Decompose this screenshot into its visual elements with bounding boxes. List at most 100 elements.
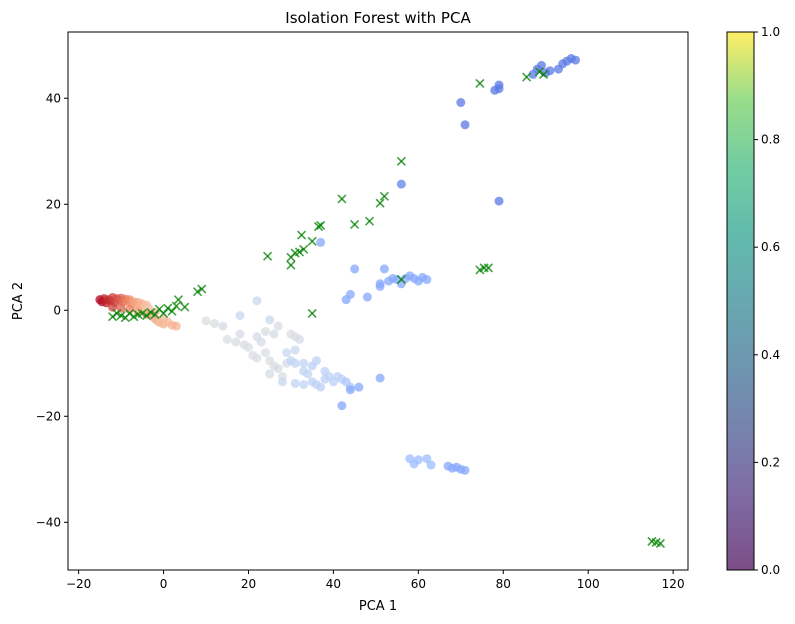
anomaly-point (286, 260, 296, 270)
points-layer (95, 54, 665, 549)
colorbar-tick-label: 0.6 (761, 240, 780, 254)
colorbar-tick-label: 1.0 (761, 25, 780, 39)
anomaly-point (299, 244, 309, 254)
inlier-point (379, 264, 389, 274)
anomaly-point (483, 263, 493, 273)
inlier-point (354, 382, 364, 392)
inlier-point (273, 321, 283, 331)
anomaly-point (192, 287, 203, 297)
anomaly-point (655, 538, 665, 549)
inlier-point (303, 369, 313, 379)
anomaly-point (375, 198, 385, 208)
plot-frame (67, 31, 689, 571)
inlier-point (375, 279, 385, 289)
inlier-point (282, 348, 292, 358)
inlier-point (362, 292, 372, 302)
inlier-point (252, 296, 262, 306)
inlier-point (218, 321, 228, 331)
anomaly-point (396, 156, 406, 166)
x-axis-label: PCA 1 (359, 599, 397, 614)
inlier-point (277, 377, 287, 387)
inlier-point (494, 84, 504, 94)
anomaly-point (350, 219, 360, 229)
y-tick-label: −40 (36, 515, 61, 529)
inlier-point (375, 373, 385, 383)
anomaly-point (522, 72, 532, 82)
inlier-point (316, 237, 326, 247)
y-tick-label: 20 (46, 197, 61, 211)
colorbar-tick-label: 0.4 (761, 348, 780, 362)
x-tick-label: 60 (411, 577, 426, 591)
anomaly-point (396, 274, 406, 285)
anomaly-point (263, 251, 273, 261)
inlier-point (570, 55, 580, 65)
anomaly-point (337, 194, 347, 204)
anomaly-point (475, 78, 485, 88)
inlier-point (260, 348, 270, 358)
inlier-point (422, 275, 432, 285)
inlier-point (210, 319, 220, 329)
plot-area (67, 31, 689, 571)
inlier-point (422, 454, 432, 464)
x-tick-label: 80 (496, 577, 511, 591)
colorbar-frame (726, 31, 755, 571)
anomaly-point (316, 220, 326, 231)
anomaly-point (296, 230, 307, 240)
inlier-point (460, 120, 470, 130)
inlier-point (350, 264, 360, 274)
inlier-point (231, 337, 241, 347)
y-axis-label: PCA 2 (11, 282, 26, 320)
colorbar: 0.0 0.2 0.4 0.6 0.8 1.0 (726, 25, 780, 577)
inlier-point (545, 66, 555, 76)
inlier-point (294, 334, 304, 344)
chart-title: Isolation Forest with PCA (285, 9, 471, 27)
inlier-point (290, 345, 300, 355)
inlier-point (299, 379, 309, 389)
inlier-point (426, 460, 436, 470)
anomaly-point (379, 191, 389, 201)
y-tick-label: −20 (36, 409, 61, 423)
x-tick-label: 0 (160, 577, 168, 591)
inlier-point (345, 289, 355, 299)
y-axis: −40 −20 0 20 40 (36, 91, 68, 529)
inlier-point (256, 337, 266, 347)
anomaly-point (173, 295, 183, 305)
inlier-point (316, 382, 326, 392)
colorbar-ticks: 0.0 0.2 0.4 0.6 0.8 1.0 (754, 25, 780, 577)
anomaly-point (307, 236, 317, 246)
inlier-point (260, 326, 270, 336)
x-tick-label: −20 (66, 577, 91, 591)
y-tick-label: 0 (53, 303, 61, 317)
inlier-point (265, 315, 275, 325)
colorbar-gradient (727, 32, 754, 570)
anomaly-point (534, 67, 544, 77)
inlier-point (265, 369, 275, 379)
inlier-point (273, 364, 283, 374)
inlier-point (536, 60, 546, 70)
x-axis: −20 0 20 40 60 80 100 120 (66, 570, 685, 591)
inlier-point (252, 353, 262, 363)
x-tick-label: 20 (241, 577, 256, 591)
colorbar-tick-label: 0.2 (761, 455, 780, 469)
inlier-point (337, 401, 347, 411)
inlier-point (494, 196, 504, 206)
inlier-point (171, 321, 181, 331)
y-tick-label: 40 (46, 91, 61, 105)
inlier-point (235, 311, 245, 321)
inlier-point (345, 385, 355, 395)
inlier-point (413, 455, 423, 465)
inlier-point (290, 358, 300, 368)
x-tick-label: 120 (662, 577, 685, 591)
inlier-point (320, 366, 330, 376)
x-tick-label: 100 (577, 577, 600, 591)
inlier-point (456, 97, 466, 107)
inlier-point (299, 358, 309, 368)
inlier-point (460, 465, 470, 475)
colorbar-tick-label: 0.0 (761, 563, 780, 577)
anomaly-point (197, 284, 207, 294)
inlier-point (108, 302, 118, 312)
colorbar-tick-label: 0.8 (761, 133, 780, 147)
inlier-point (243, 342, 253, 352)
anomaly-point (294, 247, 305, 257)
